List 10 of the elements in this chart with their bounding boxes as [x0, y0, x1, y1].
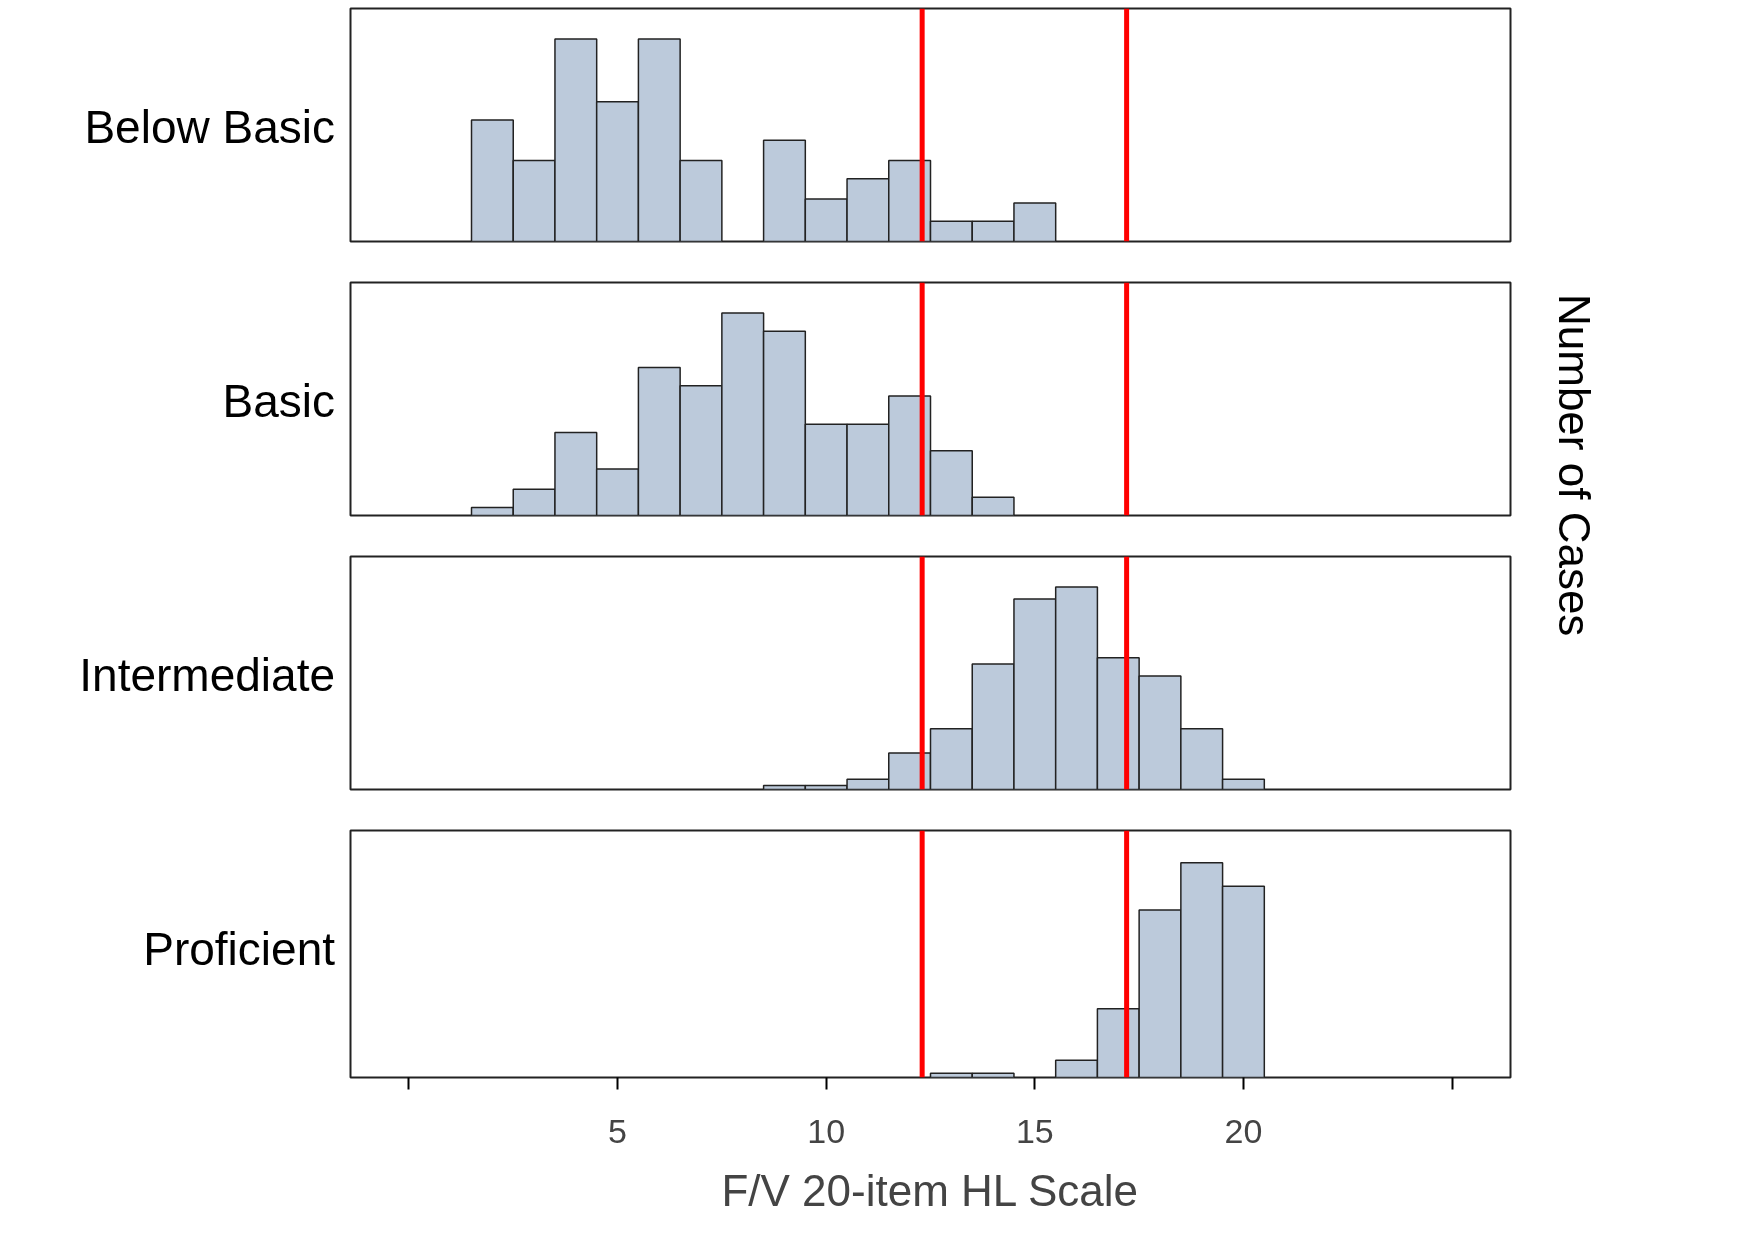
- text: Proficient: [143, 921, 335, 977]
- text: Intermediate: [79, 647, 335, 703]
- x-tick-label: 10: [807, 1111, 846, 1150]
- text: Basic: [222, 373, 335, 429]
- x-tick-label: 20: [1224, 1111, 1263, 1150]
- y-axis-title: Number of Cases: [1549, 294, 1600, 637]
- x-tick-label: 5: [608, 1111, 628, 1150]
- text: Below Basic: [84, 99, 335, 155]
- x-tick-label: 15: [1015, 1111, 1054, 1150]
- x-axis-title: F/V 20-item HL Scale: [721, 1165, 1138, 1215]
